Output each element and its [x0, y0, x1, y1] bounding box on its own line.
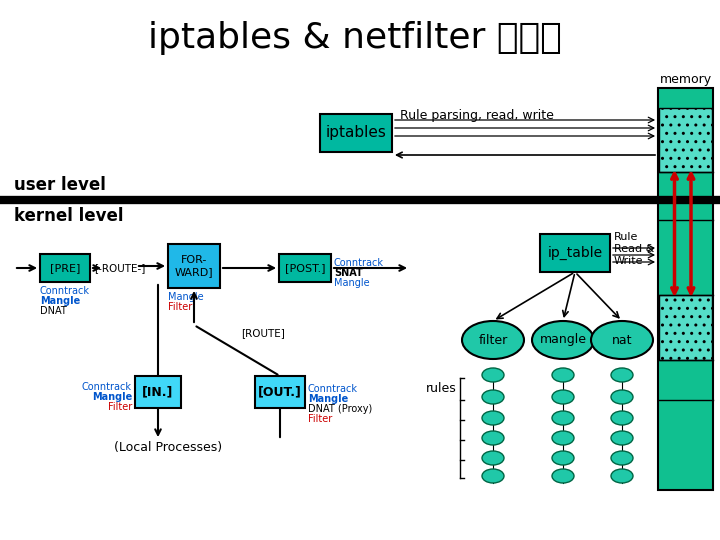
Bar	[168, 244, 220, 288]
Ellipse shape	[482, 411, 504, 425]
Bar	[255, 376, 305, 408]
Ellipse shape	[482, 431, 504, 445]
Ellipse shape	[611, 469, 633, 483]
Ellipse shape	[482, 368, 504, 382]
Ellipse shape	[611, 368, 633, 382]
Ellipse shape	[552, 451, 574, 465]
Bar	[659, 108, 712, 172]
Text: [POST.]: [POST.]	[284, 263, 325, 273]
Bar	[279, 254, 331, 282]
Text: DNAT (Proxy): DNAT (Proxy)	[308, 404, 372, 414]
Bar	[135, 376, 181, 408]
Text: Filter: Filter	[168, 302, 192, 312]
Text: ip_table: ip_table	[547, 246, 603, 260]
Ellipse shape	[552, 431, 574, 445]
Ellipse shape	[611, 431, 633, 445]
Ellipse shape	[552, 411, 574, 425]
Ellipse shape	[482, 390, 504, 404]
Ellipse shape	[611, 390, 633, 404]
Ellipse shape	[532, 321, 594, 359]
Text: SNAT: SNAT	[334, 268, 363, 278]
Text: [PRE]: [PRE]	[50, 263, 80, 273]
Text: Filter: Filter	[308, 414, 332, 424]
Text: Mangle: Mangle	[40, 296, 80, 306]
Text: user level: user level	[14, 176, 106, 194]
Bar	[320, 114, 392, 152]
Ellipse shape	[552, 390, 574, 404]
Ellipse shape	[591, 321, 653, 359]
Text: Conntrack: Conntrack	[82, 382, 132, 392]
Text: [-ROUTE-]: [-ROUTE-]	[94, 263, 145, 273]
Text: Mangle: Mangle	[91, 392, 132, 402]
Text: DNAT: DNAT	[40, 306, 67, 316]
Ellipse shape	[482, 469, 504, 483]
Text: rules: rules	[426, 381, 457, 395]
Bar	[658, 88, 713, 490]
Bar	[40, 254, 90, 282]
Ellipse shape	[611, 411, 633, 425]
Bar	[540, 234, 610, 272]
Text: filter: filter	[478, 334, 508, 347]
Text: Filter: Filter	[108, 402, 132, 412]
Text: (Local Processes): (Local Processes)	[114, 442, 222, 455]
Text: FOR-
WARD]: FOR- WARD]	[175, 255, 213, 277]
Bar	[659, 295, 712, 360]
Text: Rule
Read &
Write: Rule Read & Write	[614, 232, 654, 266]
Text: iptables & netfilter 개념도: iptables & netfilter 개념도	[148, 21, 562, 55]
Ellipse shape	[482, 451, 504, 465]
Text: Mangle: Mangle	[308, 394, 348, 404]
Text: Conntrack: Conntrack	[334, 258, 384, 268]
Text: nat: nat	[612, 334, 632, 347]
Text: Conntrack: Conntrack	[308, 384, 358, 394]
Text: mangle: mangle	[539, 334, 587, 347]
Text: [IN.]: [IN.]	[143, 386, 174, 399]
Ellipse shape	[552, 368, 574, 382]
Text: [OUT.]: [OUT.]	[258, 386, 302, 399]
Ellipse shape	[462, 321, 524, 359]
Text: memory: memory	[660, 73, 711, 86]
Ellipse shape	[611, 451, 633, 465]
Text: Mangle: Mangle	[334, 278, 369, 288]
Ellipse shape	[552, 469, 574, 483]
Text: Rule parsing, read, write: Rule parsing, read, write	[400, 110, 554, 123]
Text: Mangle: Mangle	[168, 292, 204, 302]
Text: kernel level: kernel level	[14, 207, 124, 225]
Text: iptables: iptables	[325, 125, 387, 140]
Text: [ROUTE]: [ROUTE]	[241, 328, 285, 338]
Text: Conntrack: Conntrack	[40, 286, 90, 296]
